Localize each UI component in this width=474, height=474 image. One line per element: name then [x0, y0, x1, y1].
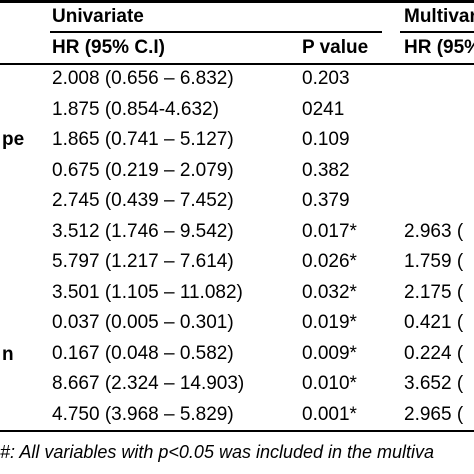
table-row: 8.667 (2.324 – 14.903) 0.010* 3.652 ( [0, 369, 474, 400]
hr-univariate-cell: 5.797 (1.217 – 7.614) [52, 251, 234, 272]
table-bottom-rule [0, 430, 474, 432]
hr-univariate-cell: 0.167 (0.048 – 0.582) [52, 342, 234, 364]
header-univariate: Univariate [52, 6, 144, 27]
hr-multivariate-cell: 2.175 ( [404, 281, 464, 303]
p-value-cell: 0.001* [302, 403, 357, 425]
hr-univariate-cell: 3.512 (1.746 – 9.542) [52, 220, 234, 242]
p-value-cell: 0.017* [302, 220, 357, 242]
row-label-partial-3: pe [2, 129, 25, 150]
p-value-cell: 0.109 [302, 129, 350, 150]
table-row: 1.875 (0.854-4.632) 0241 [0, 95, 474, 126]
hr-multivariate-cell: 2.963 ( [404, 220, 464, 242]
univariate-underline [50, 31, 382, 33]
hr-univariate-cell: 4.750 (3.968 – 5.829) [52, 403, 234, 425]
header-hr-multivariate: HR (95% [404, 37, 474, 58]
p-value-cell: 0.382 [302, 159, 350, 181]
p-value-cell: 0.019* [302, 312, 357, 333]
table-row: 3.512 (1.746 – 9.542) 0.017* 2.963 ( [0, 217, 474, 248]
p-value-cell: 0.009* [302, 342, 357, 364]
header-p-value: P value [302, 37, 369, 58]
row-label-partial-10: n [2, 344, 14, 365]
table-row: 1.865 (0.741 – 5.127) 0.109 [0, 125, 474, 156]
hr-multivariate-cell: 0.224 ( [404, 342, 464, 364]
hr-univariate-cell: 3.501 (1.105 – 11.082) [52, 281, 243, 303]
p-value-cell: 0.203 [302, 68, 350, 89]
hr-multivariate-cell: 0.421 ( [404, 312, 464, 333]
p-value-cell: 0.026* [302, 251, 357, 272]
top-rule [0, 0, 474, 3]
multivariate-underline [400, 31, 474, 33]
footnote: #: All variables with p<0.05 was include… [0, 442, 435, 462]
header-multivariate: Multivaria [404, 6, 474, 27]
hr-univariate-cell: 1.875 (0.854-4.632) [52, 98, 219, 120]
hr-multivariate-cell: 3.652 ( [404, 373, 464, 394]
table-row: 0.167 (0.048 – 0.582) 0.009* 0.224 ( [0, 339, 474, 370]
table-row: 2.008 (0.656 – 6.832) 0.203 [0, 64, 474, 95]
table-row: 0.037 (0.005 – 0.301) 0.019* 0.421 ( [0, 308, 474, 339]
hr-univariate-cell: 2.745 (0.439 – 7.452) [52, 190, 234, 211]
table-row: 0.675 (0.219 – 2.079) 0.382 [0, 156, 474, 187]
hr-univariate-cell: 0.037 (0.005 – 0.301) [52, 312, 234, 333]
p-value-cell: 0241 [302, 98, 345, 120]
hr-multivariate-cell: 1.759 ( [404, 251, 464, 272]
p-value-cell: 0.379 [302, 190, 350, 211]
header-hr-univariate: HR (95% C.I) [52, 37, 165, 58]
hr-univariate-cell: 1.865 (0.741 – 5.127) [52, 129, 234, 150]
header-bottom-rule [0, 63, 474, 65]
table-row: 3.501 (1.105 – 11.082) 0.032* 2.175 ( [0, 278, 474, 309]
hr-univariate-cell: 0.675 (0.219 – 2.079) [52, 159, 234, 181]
hr-multivariate-cell: 2.965 ( [404, 403, 464, 425]
p-value-cell: 0.032* [302, 281, 357, 303]
table-row: 4.750 (3.968 – 5.829) 0.001* 2.965 ( [0, 400, 474, 431]
table-row: 5.797 (1.217 – 7.614) 0.026* 1.759 ( [0, 247, 474, 278]
table-body: 2.008 (0.656 – 6.832) 0.203 1.875 (0.854… [0, 64, 474, 430]
table-row: 2.745 (0.439 – 7.452) 0.379 [0, 186, 474, 217]
hr-univariate-cell: 2.008 (0.656 – 6.832) [52, 68, 234, 89]
hr-univariate-cell: 8.667 (2.324 – 14.903) [52, 373, 245, 394]
p-value-cell: 0.010* [302, 373, 357, 394]
